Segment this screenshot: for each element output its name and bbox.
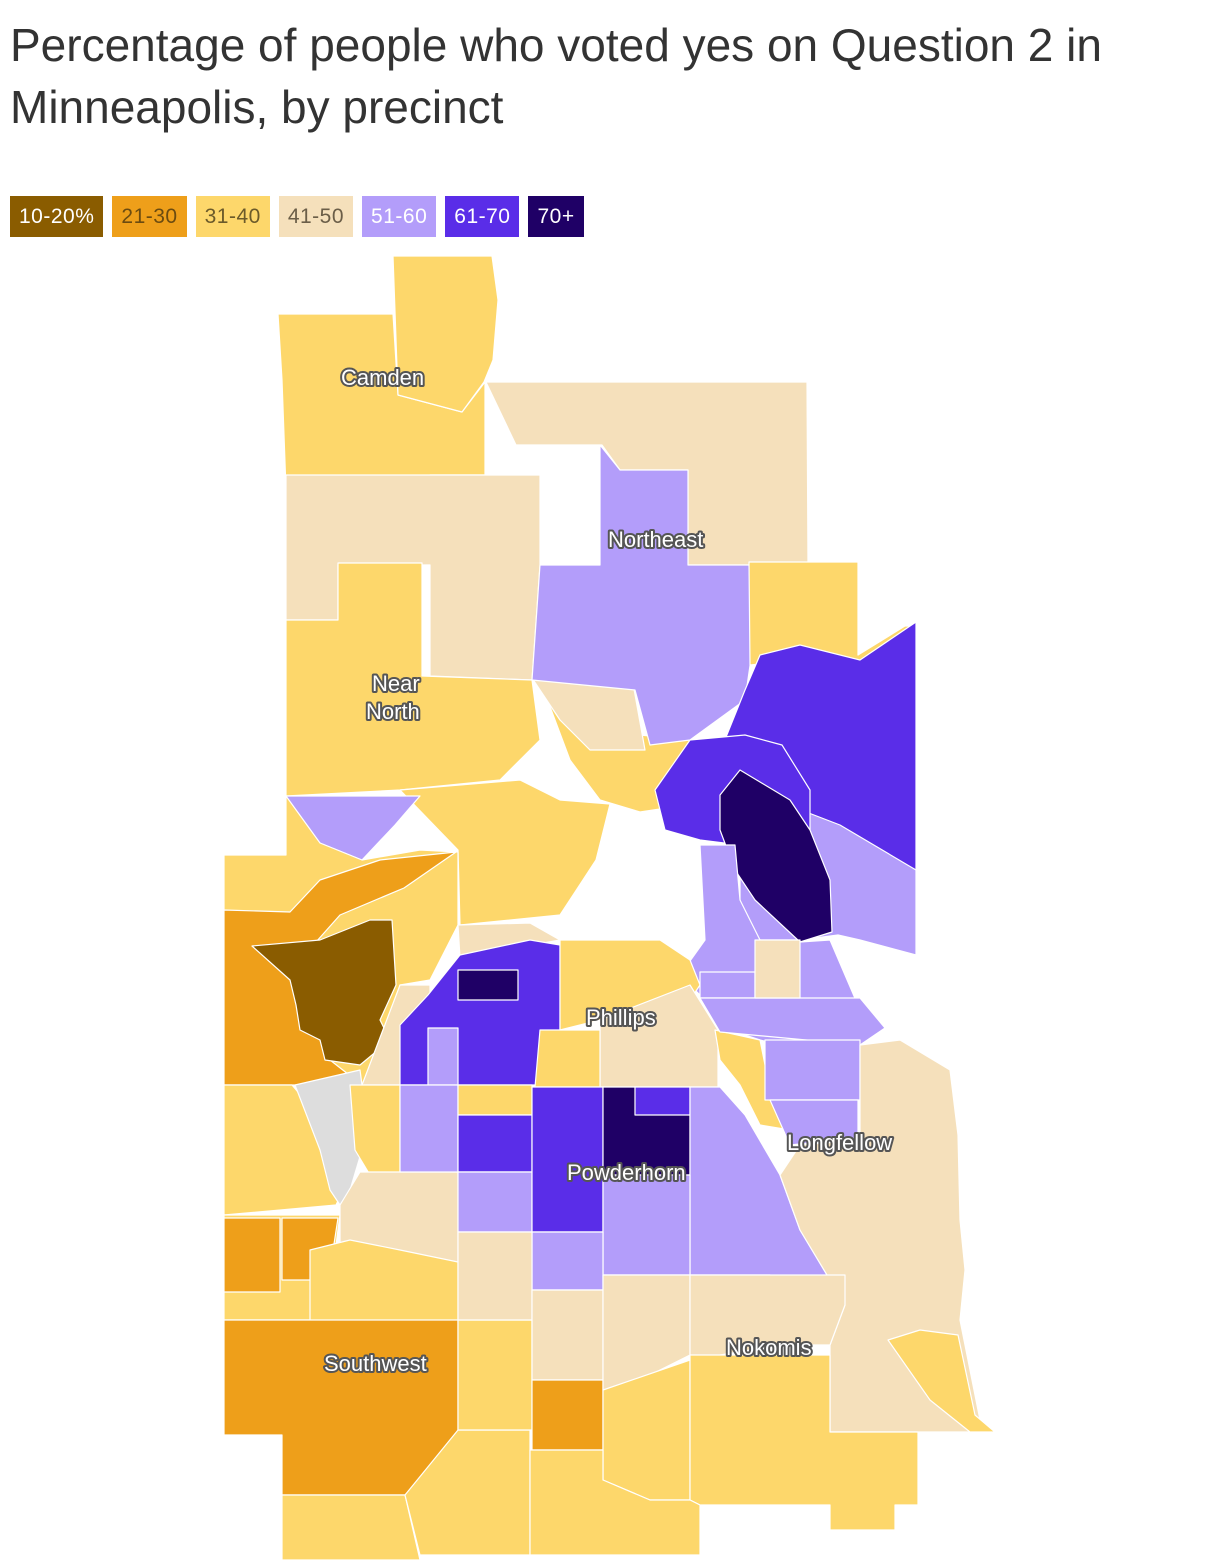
precinct-52	[531, 1231, 604, 1291]
label-nokomis: Nokomis	[726, 1335, 812, 1360]
label-powderhorn: Powderhorn	[567, 1160, 686, 1185]
precinct-35	[427, 1027, 459, 1086]
precinct-28	[223, 1319, 459, 1496]
legend-21-30: 21-30	[112, 196, 187, 237]
chart-title: Percentage of people who voted yes on Qu…	[10, 19, 1102, 133]
precinct-29	[281, 1494, 421, 1561]
label-longfellow: Longfellow	[787, 1130, 892, 1155]
precinct-41	[699, 997, 886, 1046]
legend-70-plus: 70+	[528, 196, 584, 237]
precinct-6	[399, 779, 611, 926]
precinct-43	[399, 1084, 459, 1173]
precinct-38	[534, 1029, 601, 1088]
precinct-64	[529, 1449, 701, 1556]
label-camden: Camden	[341, 365, 424, 390]
legend-61-70: 61-70	[445, 196, 520, 237]
precinct-44	[457, 1084, 533, 1116]
precinct-40	[699, 971, 756, 999]
precinct-60	[602, 1274, 691, 1391]
precinct-39	[714, 1029, 791, 1131]
precinct-34	[457, 969, 519, 1001]
legend-31-40: 31-40	[195, 196, 270, 237]
precinct-54	[769, 1099, 859, 1146]
precinct-59	[531, 1379, 604, 1451]
precinct-49	[634, 1086, 691, 1116]
label-near-north-line2: North	[366, 699, 420, 724]
legend-10-20: 10-20%	[10, 196, 104, 237]
precinct-46	[457, 1171, 533, 1233]
precinct-57	[457, 1231, 533, 1321]
precinct-45	[457, 1114, 533, 1173]
label-phillips: Phillips	[586, 1005, 656, 1030]
legend-41-50: 41-50	[278, 196, 354, 237]
precinct-1	[392, 255, 499, 413]
precinct-25	[223, 1217, 281, 1293]
label-northeast: Northeast	[608, 527, 703, 552]
precinct-58	[531, 1289, 604, 1381]
precinct-31	[457, 1319, 533, 1431]
label-near-north-line1: Near	[372, 671, 420, 696]
precinct-56	[887, 1329, 996, 1433]
legend-51-60: 51-60	[362, 196, 437, 237]
precinct-53	[764, 1039, 861, 1101]
precinct-42	[754, 939, 801, 999]
color-legend: 10-20% 21-30 31-40 41-50 51-60 61-70 70+	[10, 196, 584, 237]
label-southwest: Southwest	[324, 1351, 427, 1376]
precinct-51	[602, 1174, 691, 1276]
